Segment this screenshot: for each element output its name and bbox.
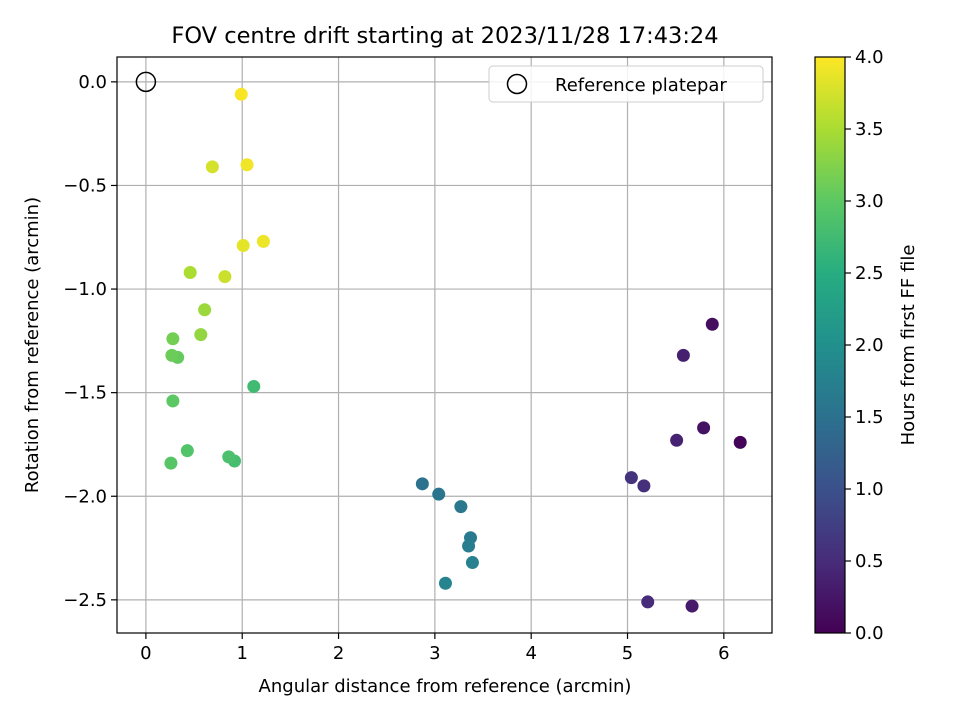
data-point xyxy=(166,332,180,346)
y-tick-label: −1.0 xyxy=(63,279,107,300)
data-point xyxy=(194,328,208,342)
legend-box xyxy=(488,65,764,103)
data-points xyxy=(135,71,747,613)
data-point xyxy=(218,270,232,284)
data-point xyxy=(198,303,212,317)
colorbar-tick-label: 0.0 xyxy=(855,623,884,644)
x-tick-label: 2 xyxy=(333,643,344,664)
colorbar-tick-label: 3.0 xyxy=(855,191,884,212)
data-point xyxy=(240,158,254,172)
data-point xyxy=(236,239,250,253)
data-point xyxy=(454,500,468,514)
data-point xyxy=(247,379,261,393)
data-point xyxy=(465,556,479,570)
data-point xyxy=(234,87,248,101)
plot-frame xyxy=(116,56,773,634)
data-point xyxy=(256,234,270,248)
x-tick-label: 3 xyxy=(429,643,440,664)
data-point xyxy=(733,435,747,449)
x-tick-label: 0 xyxy=(140,643,151,664)
data-point xyxy=(685,599,699,613)
data-point xyxy=(183,265,197,279)
colorbar: 0.0 0.5 1.0 1.5 2.0 2.5 3.0 3.5 4.0 xyxy=(814,47,884,644)
y-tick-label: −1.5 xyxy=(63,383,107,404)
data-point xyxy=(205,160,219,174)
y-tick-label: 0.0 xyxy=(78,72,107,93)
x-tick-label: 6 xyxy=(718,643,729,664)
legend: Reference platepar xyxy=(488,65,764,103)
data-point xyxy=(432,487,446,501)
legend-reference-marker xyxy=(506,73,528,95)
data-point xyxy=(624,471,638,485)
data-point xyxy=(438,576,452,590)
colorbar-label: Hours from first FF file xyxy=(898,245,919,446)
data-point xyxy=(705,317,719,331)
colorbar-tick-label: 1.5 xyxy=(855,407,884,428)
data-point xyxy=(165,348,179,362)
data-point xyxy=(180,444,194,458)
legend-reference-label: Reference platepar xyxy=(555,75,727,96)
y-axis-label: Rotation from reference (arcmin) xyxy=(22,197,43,493)
grid-lines xyxy=(117,57,772,633)
colorbar-tick-label: 2.0 xyxy=(855,335,884,356)
data-point xyxy=(641,595,655,609)
data-point xyxy=(222,450,236,464)
data-point xyxy=(637,479,651,493)
colorbar-tick-label: 4.0 xyxy=(855,47,884,68)
x-tick-label: 4 xyxy=(525,643,536,664)
x-tick-label: 1 xyxy=(236,643,247,664)
data-point xyxy=(164,456,178,470)
x-axis-label: Angular distance from reference (arcmin) xyxy=(259,676,632,697)
y-tick-label: −0.5 xyxy=(63,175,107,196)
data-point xyxy=(166,394,180,408)
colorbar-tick-label: 0.5 xyxy=(855,551,884,572)
data-point xyxy=(462,539,476,553)
reference-platepar-marker xyxy=(135,71,157,93)
colorbar-tick-label: 3.5 xyxy=(855,119,884,140)
data-point xyxy=(415,477,429,491)
chart-title: FOV centre drift starting at 2023/11/28 … xyxy=(171,23,718,49)
y-tick-label: −2.5 xyxy=(63,590,107,611)
colorbar-tick-label: 1.0 xyxy=(855,479,884,500)
x-tick-label: 5 xyxy=(622,643,633,664)
data-point xyxy=(697,421,711,435)
colorbar-gradient xyxy=(815,57,845,633)
y-tick-label: −2.0 xyxy=(63,486,107,507)
data-point xyxy=(670,433,684,447)
data-point xyxy=(676,348,690,362)
colorbar-tick-label: 2.5 xyxy=(855,263,884,284)
axes: 0 1 2 3 4 5 6 0.0 −0.5 −1.0 −1.5 −2.0 −2.5 xyxy=(63,56,773,664)
